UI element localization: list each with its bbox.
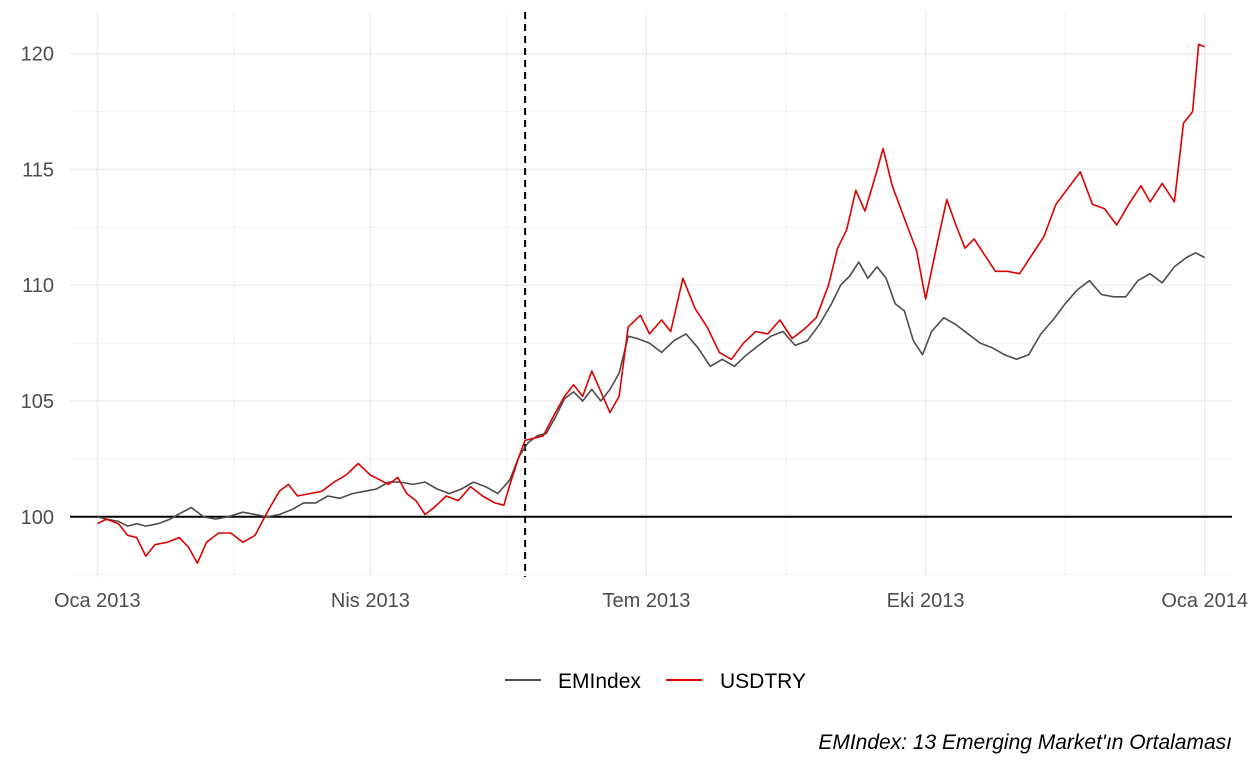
y-tick-label: 115 [22,159,54,181]
major-x-gridlines [96,12,1206,577]
legend-label-usdtry: USDTRY [720,670,806,693]
minor-y-gridlines [70,111,1232,576]
major-y-gridlines [70,53,1232,518]
x-axis-tick-labels: Oca 2013 Nis 2013 Tem 2013 Eki 2013 Oca 2014 [54,590,1248,612]
y-tick-label: 100 [21,507,54,529]
y-tick-label: 110 [22,275,54,297]
x-tick-label: Nis 2013 [331,590,410,612]
x-tick-label: Eki 2013 [887,590,965,612]
series-line-usdtry [96,43,1205,564]
series-lines [96,43,1206,564]
y-axis-tick-labels: 100 105 110 115 120 [21,44,54,529]
x-tick-label: Oca 2014 [1161,590,1248,612]
y-tick-label: 120 [21,44,54,66]
legend: EMIndex USDTRY [505,670,806,693]
y-tick-label: 105 [21,391,54,413]
x-tick-label: Tem 2013 [603,590,691,612]
x-tick-label: Oca 2013 [54,590,141,612]
legend-label-emindex: EMIndex [558,670,641,693]
chart-caption: EMIndex: 13 Emerging Market'ın Ortalamas… [818,731,1232,754]
series-line-emindex [97,252,1206,527]
